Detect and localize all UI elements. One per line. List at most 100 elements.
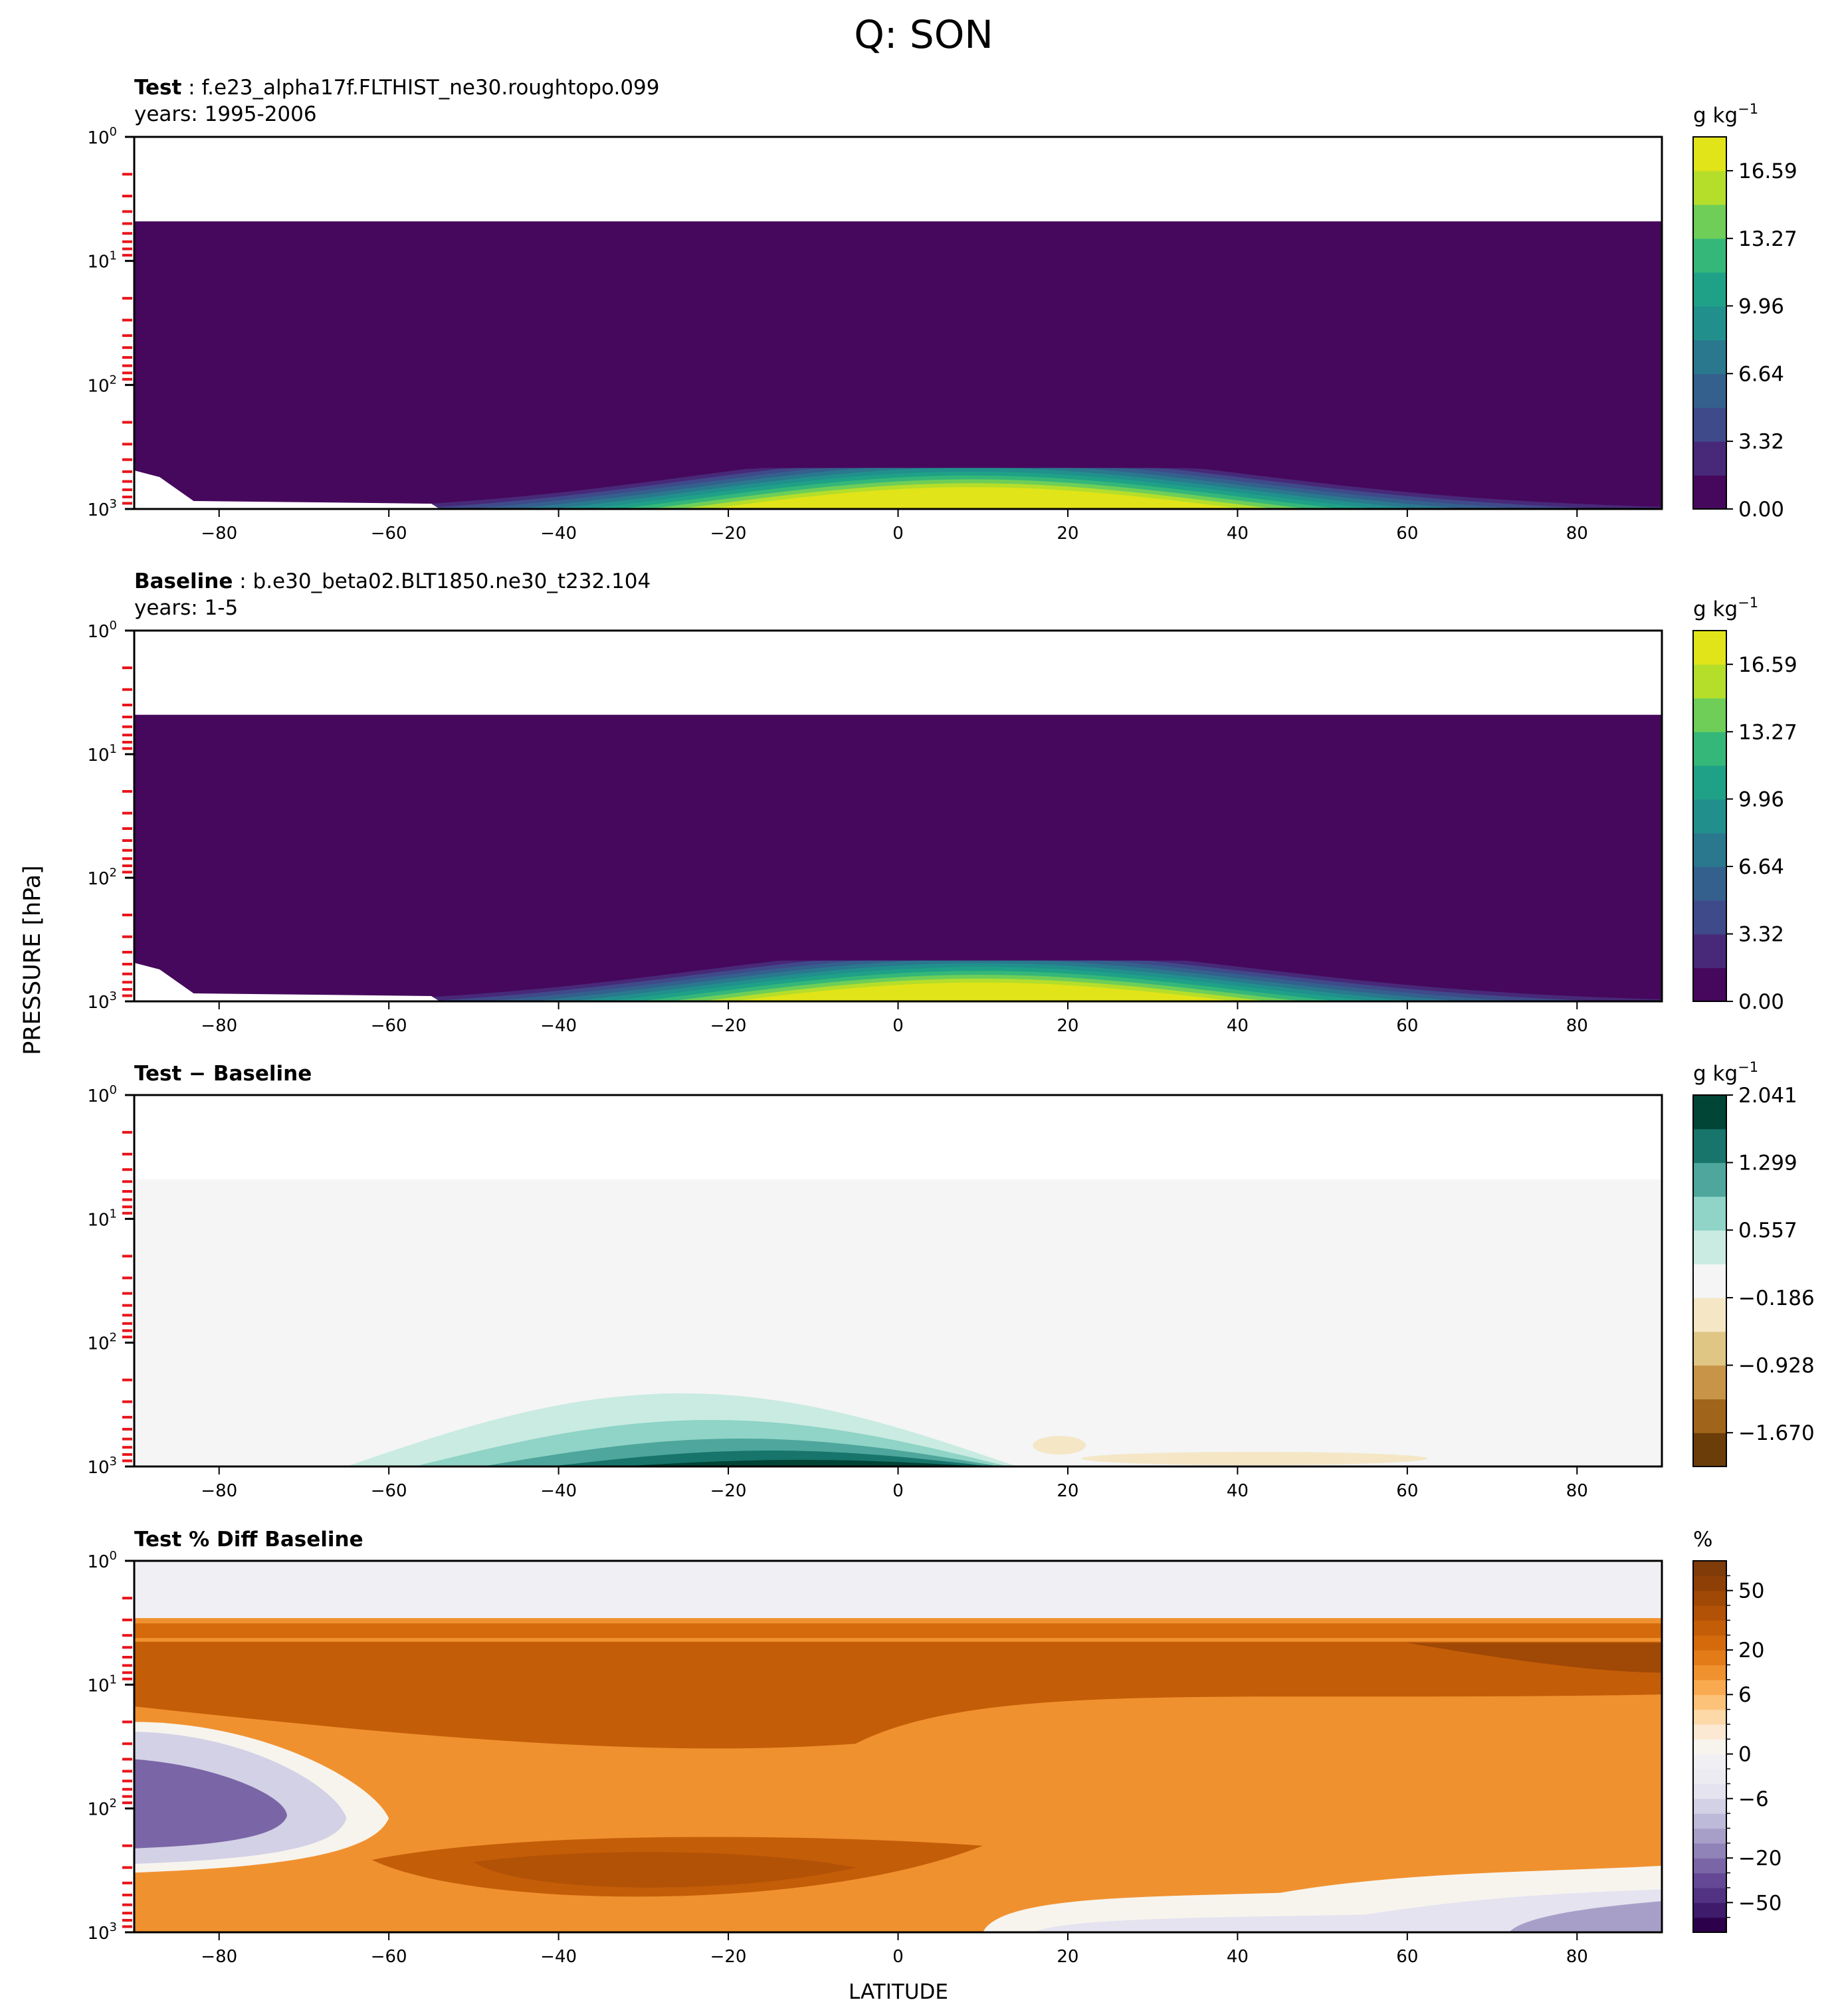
colorbar-level [1693, 441, 1726, 476]
contour-band [1509, 1901, 1662, 1932]
colorbar-level [1693, 1769, 1726, 1784]
colorbar-level [1693, 1709, 1726, 1725]
colorbar-level [1693, 1605, 1726, 1621]
colorbar-level [1693, 137, 1726, 171]
colorbar-level [1693, 306, 1726, 341]
y-tick-base: 10 [87, 993, 109, 1013]
colorbar-level [1693, 631, 1726, 665]
colorbar-level [1693, 1635, 1726, 1651]
panel-title-bold: Test [134, 76, 182, 100]
y-tick-label: 102 [87, 866, 117, 889]
contour-base [134, 714, 1662, 1001]
y-tick-exponent: 1 [110, 249, 117, 263]
colorbar-unit-base: g kg [1693, 1062, 1738, 1086]
colorbar-level [1693, 1650, 1726, 1666]
colorbar-tick-label: 3.32 [1738, 922, 1784, 946]
colorbar-level [1693, 1887, 1726, 1903]
contour-band [134, 1623, 1662, 1639]
y-tick-base: 10 [87, 1924, 109, 1944]
colorbar-level [1693, 238, 1726, 273]
y-tick-exponent: 1 [110, 1207, 117, 1221]
colorbar-tick-label: −20 [1738, 1847, 1782, 1870]
colorbar-level [1693, 765, 1726, 800]
colorbar-tick-label: 1.299 [1738, 1152, 1797, 1175]
x-tick-label: 60 [1396, 1947, 1418, 1967]
panel-title-bold: Test % Diff Baseline [134, 1528, 363, 1552]
topography-mask [134, 963, 440, 1001]
colorbar-level [1693, 1297, 1726, 1332]
colorbar-tick-label: 9.96 [1738, 787, 1784, 811]
colorbar-tick-label: 9.96 [1738, 294, 1784, 318]
x-tick-label: 0 [892, 524, 904, 544]
colorbar-frame [1692, 136, 1727, 510]
x-tick-label: −60 [371, 524, 407, 544]
colorbar-level [1693, 1858, 1726, 1874]
x-tick-label: 40 [1227, 524, 1249, 544]
x-tick-label: 80 [1566, 1481, 1588, 1501]
colorbar-level [1693, 799, 1726, 833]
y-tick-exponent: 0 [110, 619, 117, 633]
x-tick-label: 60 [1396, 1016, 1418, 1036]
colorbar-unit-base: % [1693, 1528, 1712, 1552]
colorbar-level [1693, 373, 1726, 408]
y-tick-exponent: 0 [110, 1549, 117, 1563]
colorbar-tick-label: −0.928 [1738, 1354, 1815, 1378]
y-tick-label: 101 [87, 249, 117, 272]
contour-band [134, 982, 1662, 1001]
colorbar-level [1693, 1783, 1726, 1799]
colorbar-tick-label: −0.186 [1738, 1286, 1815, 1310]
colorbar-level [1693, 1872, 1726, 1888]
colorbar-tick-label: 0.557 [1738, 1219, 1797, 1243]
y-tick-exponent: 2 [110, 1797, 117, 1811]
y-tick-label: 100 [87, 1083, 117, 1106]
panel-subtitle: years: 1-5 [134, 596, 238, 620]
colorbar-unit-base: g kg [1693, 597, 1738, 621]
colorbar-level [1693, 272, 1726, 307]
colorbar-unit: g kg−1 [1693, 101, 1758, 128]
contour-band [1033, 1889, 1662, 1932]
colorbar-tick-label: 3.32 [1738, 430, 1784, 454]
colorbar-level [1693, 1331, 1726, 1366]
contour-band [1081, 1452, 1427, 1465]
colorbar-level [1693, 1561, 1726, 1576]
y-tick-exponent: 2 [110, 866, 117, 880]
panel-subtitle: years: 1995-2006 [134, 102, 317, 126]
x-tick-label: −80 [201, 524, 237, 544]
x-tick-label: −40 [540, 1481, 577, 1501]
colorbar-unit-exponent: −1 [1738, 595, 1758, 611]
colorbar-level [1693, 900, 1726, 935]
colorbar-level [1693, 833, 1726, 867]
x-tick-label: 40 [1227, 1481, 1249, 1501]
colorbar-tick-label: 6.64 [1738, 855, 1784, 879]
x-tick-label: −60 [371, 1016, 407, 1036]
x-tick-label: −40 [540, 1016, 577, 1036]
y-tick-exponent: 3 [110, 497, 117, 511]
y-tick-exponent: 1 [110, 1672, 117, 1686]
contour-base [134, 1179, 1662, 1466]
y-axis-label: PRESSURE [hPa] [19, 865, 46, 1055]
colorbar-tick-label: 50 [1738, 1579, 1764, 1603]
x-tick-label: 20 [1057, 1016, 1078, 1036]
colorbar-level [1693, 664, 1726, 699]
colorbar-unit: % [1693, 1528, 1712, 1552]
colorbar-level [1693, 1843, 1726, 1859]
x-tick-label: −20 [710, 1481, 747, 1501]
y-tick-base: 10 [87, 1800, 109, 1820]
colorbar-frame [1692, 1560, 1727, 1933]
colorbar-level [1693, 1590, 1726, 1606]
colorbar-level [1693, 1264, 1726, 1298]
contour-band [134, 487, 1662, 509]
x-tick-label: −80 [201, 1016, 237, 1036]
colorbar-level [1693, 698, 1726, 732]
panel-title: Test − Baseline [134, 1062, 312, 1086]
y-tick-label: 101 [87, 1207, 117, 1230]
colorbar-level [1693, 1828, 1726, 1844]
contour-band [473, 1852, 856, 1888]
contour-band [134, 1759, 287, 1849]
x-tick-label: −60 [371, 1481, 407, 1501]
panel-title: Test % Diff Baseline [134, 1528, 363, 1552]
x-tick-label: 80 [1566, 1016, 1588, 1036]
colorbar-unit-base: g kg [1693, 104, 1738, 128]
x-tick-label: −80 [201, 1481, 237, 1501]
colorbar-level [1693, 1620, 1726, 1636]
